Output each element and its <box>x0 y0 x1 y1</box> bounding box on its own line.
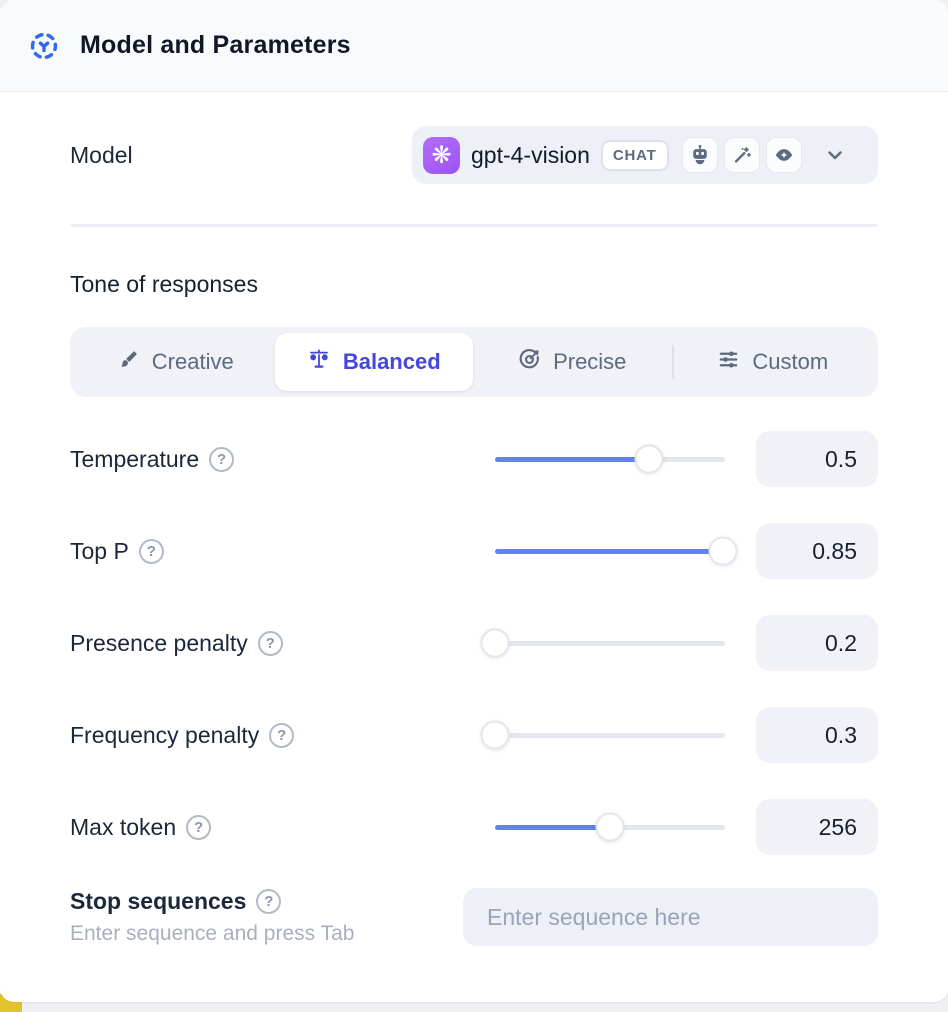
stop-sequences-label: Stop sequences <box>70 888 247 914</box>
openai-logo-icon: ❋ <box>423 136 460 174</box>
tone-heading: Tone of responses <box>70 271 258 297</box>
magic-wand-icon[interactable] <box>723 137 760 173</box>
temperature-row: Temperature ? 0.5 <box>70 431 878 487</box>
tab-precise[interactable]: Precise <box>473 333 672 391</box>
top-p-slider[interactable] <box>495 536 738 566</box>
vision-eye-icon[interactable] <box>765 137 802 173</box>
help-icon[interactable]: ? <box>186 814 212 840</box>
max-token-value[interactable]: 256 <box>756 799 878 855</box>
robot-icon[interactable] <box>681 137 718 173</box>
chevron-down-icon[interactable] <box>823 143 847 167</box>
selected-model-name: gpt-4-vision <box>471 141 590 168</box>
tab-creative[interactable]: Creative <box>76 333 275 391</box>
sliders-icon <box>717 348 740 377</box>
target-icon <box>518 348 541 377</box>
help-icon[interactable]: ? <box>209 446 235 472</box>
slider-thumb[interactable] <box>708 536 738 566</box>
presence-penalty-slider[interactable] <box>480 628 725 658</box>
paintbrush-icon <box>117 348 140 377</box>
stop-sequences-row: Stop sequences ? Enter sequence and pres… <box>70 888 878 946</box>
tab-divider <box>671 345 674 379</box>
tab-custom[interactable]: Custom <box>674 333 873 391</box>
temperature-value[interactable]: 0.5 <box>756 431 878 487</box>
slider-thumb[interactable] <box>595 812 625 842</box>
model-row: Model ❋ gpt-4-vision CHAT <box>70 126 878 184</box>
section-divider <box>70 224 878 227</box>
model-hub-icon <box>28 30 60 62</box>
max-token-label: Max token <box>70 813 177 840</box>
presence-penalty-label: Presence penalty <box>70 629 248 656</box>
help-icon[interactable]: ? <box>257 630 283 656</box>
top-p-value[interactable]: 0.85 <box>756 523 878 579</box>
tone-segmented-control: Creative Balanced <box>70 327 878 397</box>
tab-balanced[interactable]: Balanced <box>274 333 473 391</box>
help-icon[interactable]: ? <box>256 889 282 914</box>
frequency-penalty-slider[interactable] <box>480 720 725 750</box>
stop-sequences-hint: Enter sequence and press Tab <box>70 922 355 945</box>
slider-thumb[interactable] <box>634 444 664 474</box>
frequency-penalty-row: Frequency penalty ? 0.3 <box>70 707 878 763</box>
max-token-row: Max token ? 256 <box>70 799 878 855</box>
help-icon[interactable]: ? <box>269 722 295 748</box>
model-label: Model <box>70 141 133 168</box>
panel-title: Model and Parameters <box>80 31 351 59</box>
top-p-row: Top P ? 0.85 <box>70 523 878 579</box>
slider-thumb[interactable] <box>480 628 510 658</box>
panel-header: Model and Parameters <box>0 0 948 92</box>
balance-scale-icon <box>307 347 331 377</box>
max-token-slider[interactable] <box>495 812 725 842</box>
help-icon[interactable]: ? <box>138 538 164 564</box>
model-select-dropdown[interactable]: ❋ gpt-4-vision CHAT <box>412 126 878 184</box>
top-p-label: Top P <box>70 537 129 564</box>
tab-precise-label: Precise <box>553 349 627 374</box>
tab-custom-label: Custom <box>752 349 829 374</box>
stop-sequence-input[interactable] <box>463 888 878 946</box>
tab-balanced-label: Balanced <box>342 349 441 374</box>
tab-creative-label: Creative <box>151 349 234 374</box>
frequency-penalty-label: Frequency penalty <box>70 721 260 748</box>
slider-thumb[interactable] <box>480 720 510 750</box>
presence-penalty-row: Presence penalty ? 0.2 <box>70 615 878 671</box>
presence-penalty-value[interactable]: 0.2 <box>756 615 878 671</box>
temperature-slider[interactable] <box>495 444 725 474</box>
model-type-badge: CHAT <box>600 139 669 171</box>
frequency-penalty-value[interactable]: 0.3 <box>756 707 878 763</box>
temperature-label: Temperature <box>70 445 200 472</box>
